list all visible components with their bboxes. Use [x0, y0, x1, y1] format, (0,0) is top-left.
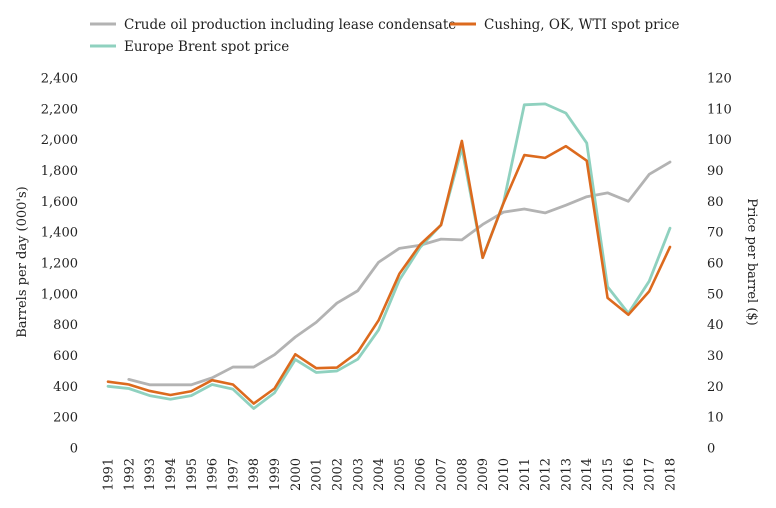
y-right-tick-label: 50 [707, 287, 724, 302]
series-line-wti [106, 139, 672, 405]
legend-item-production: Crude oil production including lease con… [90, 17, 456, 33]
x-tick-label: 2000 [289, 458, 304, 491]
y-right-tick-label: 70 [707, 226, 724, 241]
y-right-tick-label: 90 [707, 164, 724, 179]
x-tick-label: 2003 [351, 458, 366, 491]
y-right-tick-label: 120 [707, 72, 732, 87]
x-axis: 1991 1992 1993 1994 1995 1996 1997 1998 1999 2000… [102, 458, 679, 491]
x-tick-label: 2011 [518, 458, 533, 491]
legend-label-production: Crude oil production including lease con… [124, 17, 456, 33]
y-right-tick-label: 110 [707, 102, 732, 117]
y-left-tick-label: 1,800 [41, 164, 78, 179]
y-right-tick-label: 60 [707, 257, 724, 272]
x-tick-label: 2009 [476, 458, 491, 491]
y-left-tick-label: 800 [53, 318, 78, 333]
y-right-tick-label: 0 [707, 442, 715, 457]
x-tick-label: 2014 [580, 458, 595, 491]
series-line-brent [106, 102, 672, 410]
x-tick-label: 2010 [497, 458, 512, 491]
x-tick-label: 2001 [310, 458, 325, 491]
legend-item-brent: Europe Brent spot price [90, 39, 289, 55]
x-tick-label: 2008 [455, 458, 470, 491]
y-right-axis: 0 10 20 30 40 50 60 70 80 90 100 110 120 [707, 72, 732, 457]
y-left-axis: 0 200 400 600 800 1,000 1,200 1,400 1,600 1,800 2,… [41, 72, 78, 457]
y-right-tick-label: 20 [707, 380, 724, 395]
x-tick-label: 2012 [539, 458, 554, 491]
x-tick-label: 1992 [122, 458, 137, 491]
x-tick-label: 1994 [164, 458, 179, 491]
y-left-tick-label: 2,400 [41, 72, 78, 87]
x-tick-label: 2015 [601, 458, 616, 491]
series-line-production [127, 160, 672, 387]
x-tick-label: 1998 [247, 458, 262, 491]
y-left-tick-label: 0 [70, 442, 78, 457]
legend-item-wti: Cushing, OK, WTI spot price [450, 17, 680, 33]
y-right-tick-label: 40 [707, 318, 724, 333]
y-left-tick-label: 400 [53, 380, 78, 395]
legend-label-wti: Cushing, OK, WTI spot price [484, 17, 680, 33]
x-tick-label: 2004 [372, 458, 387, 491]
y-right-tick-label: 80 [707, 195, 724, 210]
x-tick-label: 2006 [414, 458, 429, 491]
y-right-tick-label: 10 [707, 411, 724, 426]
x-tick-label: 2018 [664, 458, 679, 491]
legend-label-brent: Europe Brent spot price [124, 39, 289, 55]
y-left-tick-label: 2,000 [41, 133, 78, 148]
y-right-tick-label: 100 [707, 133, 732, 148]
y-left-tick-label: 600 [53, 349, 78, 364]
y-left-axis-title: Barrels per day (000's) [15, 186, 30, 338]
y-left-tick-label: 2,200 [41, 102, 78, 117]
x-tick-label: 1991 [102, 458, 117, 491]
x-tick-label: 2013 [559, 458, 574, 491]
y-left-tick-label: 200 [53, 411, 78, 426]
y-left-tick-label: 1,400 [41, 226, 78, 241]
x-tick-label: 2016 [622, 458, 637, 491]
plot-area [106, 102, 672, 410]
y-left-tick-label: 1,600 [41, 195, 78, 210]
x-tick-label: 1999 [268, 458, 283, 491]
y-left-tick-label: 1,200 [41, 257, 78, 272]
y-left-tick-label: 1,000 [41, 287, 78, 302]
legend: Crude oil production including lease con… [90, 17, 680, 55]
x-tick-label: 2002 [330, 458, 345, 491]
x-tick-label: 2017 [643, 458, 658, 491]
x-tick-label: 1996 [206, 458, 221, 491]
x-tick-label: 1993 [143, 458, 158, 491]
x-tick-label: 2007 [435, 458, 450, 491]
y-right-axis-title: Price per barrel ($) [744, 198, 759, 326]
y-right-tick-label: 30 [707, 349, 724, 364]
x-tick-label: 1995 [185, 458, 200, 491]
x-tick-label: 2005 [393, 458, 408, 491]
x-tick-label: 1997 [226, 458, 241, 491]
